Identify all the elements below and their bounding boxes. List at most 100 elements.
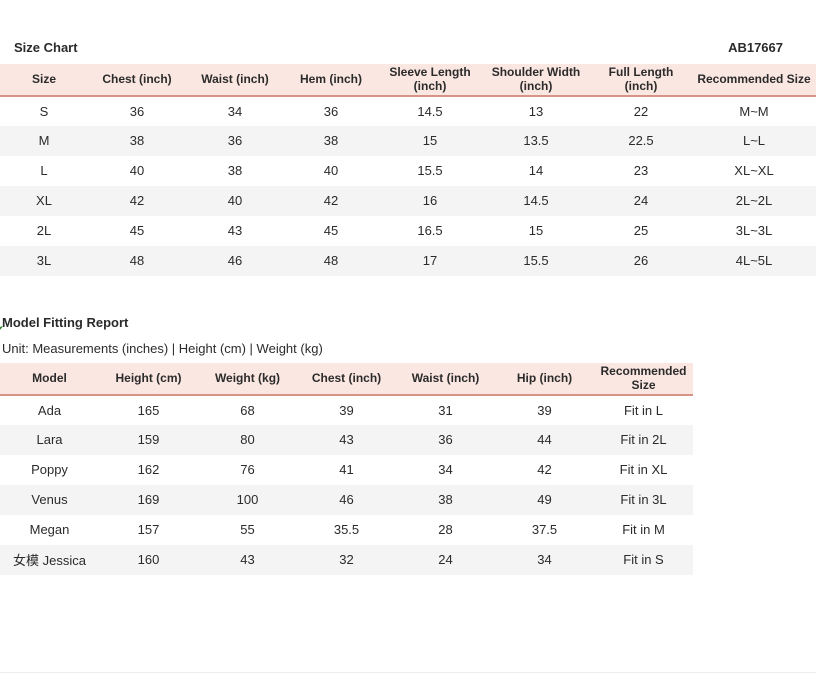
table-cell: 32 [339,552,354,568]
table-cell: 34 [438,462,453,478]
table-cell: 42 [323,193,339,209]
model-fitting-report-section: Model Fitting Report ✔ Unit: Measurement… [0,315,816,575]
table-row: L 40 38 40 15.5 14 23 XL~XL [0,156,816,186]
table-cell: 42 [129,193,145,209]
table-cell: 16 [422,193,438,209]
table-cell: 42 [537,462,552,478]
table-cell: Fit in L [623,402,663,418]
unit-note: Unit: Measurements (inches) | Height (cm… [2,340,323,356]
column-header: Chest (inch) [297,362,396,396]
table-cell: 159 [137,432,160,448]
column-header: Hip (inch) [495,362,594,396]
table-cell: 15 [528,223,544,239]
table-cell: 15 [422,133,438,149]
table-cell: 36 [227,133,243,149]
size-chart-title: Size Chart [14,40,78,55]
table-cell: 55 [240,522,255,538]
table-cell: 女模 Jessica [13,553,86,569]
table-row: M 38 36 38 15 13.5 22.5 L~L [0,125,816,156]
table-cell: 68 [240,402,255,418]
table-row: Venus 169 100 46 38 49 Fit in 3L [0,484,693,515]
product-code: AB17667 [728,40,783,55]
table-cell: 165 [137,402,160,418]
table-cell: 25 [633,223,649,239]
fitting-report-header-row: Model Height (cm) Weight (kg) Chest (inch) W… [0,362,693,396]
column-header: Height (cm) [99,362,198,396]
column-header: Full Length (inch) [590,64,692,97]
table-row: Ada 165 68 39 31 39 Fit in L [0,395,693,425]
bottom-divider [0,672,816,673]
table-cell: Megan [29,522,70,538]
table-cell: 38 [227,163,243,179]
size-chart-body: S 36 34 36 14.5 13 22 M~M M 38 36 38 15 13.5 22.5 L~L L 4… [0,96,816,276]
table-cell: 38 [323,133,339,149]
table-row: Lara 159 80 43 36 44 Fit in 2L [0,424,693,455]
column-header: Chest (inch) [88,64,186,97]
table-cell: 22 [633,103,649,119]
table-cell: Fit in M [622,522,665,538]
table-cell: 15.5 [523,253,549,269]
table-cell: 43 [227,223,243,239]
table-cell: L [40,163,48,179]
table-row: 3L 48 46 48 17 15.5 26 4L~5L [0,245,816,276]
column-header: Recommended Size [692,64,816,97]
size-chart-header-row: Size Chest (inch) Waist (inch) Hem (inch) Sl… [0,64,816,97]
size-chart-title-row: Size Chart AB17667 [0,0,816,64]
table-cell: 26 [633,253,649,269]
size-chart-table: Size Chest (inch) Waist (inch) Hem (inch) Sl… [0,64,816,276]
table-row: 2L 45 43 45 16.5 15 25 3L~3L [0,216,816,246]
table-cell: 44 [537,432,552,448]
fitting-report-body: Ada 165 68 39 31 39 Fit in L Lara 159 80 43 36 44 Fit… [0,395,693,575]
table-cell: Fit in 3L [620,492,667,508]
table-cell: 14.5 [523,193,549,209]
table-cell: 13.5 [523,133,549,149]
fitting-report-title: Model Fitting Report [2,314,129,330]
table-cell: 24 [438,552,453,568]
column-header: Shoulder Width (inch) [482,64,590,97]
table-cell: 34 [537,552,552,568]
table-cell: 43 [240,552,255,568]
table-cell: 48 [323,253,339,269]
table-cell: 36 [438,432,453,448]
table-cell: 45 [129,223,145,239]
table-cell: 4L~5L [735,253,773,269]
table-cell: 162 [137,462,160,478]
table-cell: XL~XL [734,163,774,179]
table-cell: M [38,133,50,149]
table-cell: 35.5 [333,522,360,538]
table-cell: Venus [31,492,68,508]
table-cell: 49 [537,492,552,508]
table-cell: 2L [36,223,52,239]
table-row: 女模 Jessica 160 43 32 24 34 Fit in S [0,544,693,575]
column-header: Sleeve Length (inch) [378,64,482,97]
column-header: Weight (kg) [198,362,297,396]
table-cell: 76 [240,462,255,478]
table-cell: 169 [137,492,160,508]
column-header: Waist (inch) [186,64,284,97]
table-row: Megan 157 55 35.5 28 37.5 Fit in M [0,515,693,545]
table-cell: 40 [129,163,145,179]
table-cell: Fit in 2L [620,432,667,448]
table-cell: Lara [36,432,63,448]
table-cell: 3L~3L [735,223,773,239]
table-cell: 39 [339,402,354,418]
table-cell: 3L [36,253,52,269]
table-row: XL 42 40 42 16 14.5 24 2L~2L [0,185,816,216]
table-cell: 39 [537,402,552,418]
table-cell: XL [36,193,52,209]
check-icon: ✔ [0,323,4,337]
table-cell: 45 [323,223,339,239]
column-header: Size [0,64,88,97]
table-cell: 160 [137,552,160,568]
table-cell: 13 [528,103,544,119]
table-cell: 24 [633,193,649,209]
table-cell: 38 [438,492,453,508]
table-cell: 43 [339,432,354,448]
table-cell: 80 [240,432,255,448]
table-cell: 38 [129,133,145,149]
table-cell: 40 [227,193,243,209]
table-cell: 2L~2L [735,193,773,209]
table-cell: S [39,103,49,119]
table-cell: Poppy [31,462,68,478]
column-header: Waist (inch) [396,362,495,396]
